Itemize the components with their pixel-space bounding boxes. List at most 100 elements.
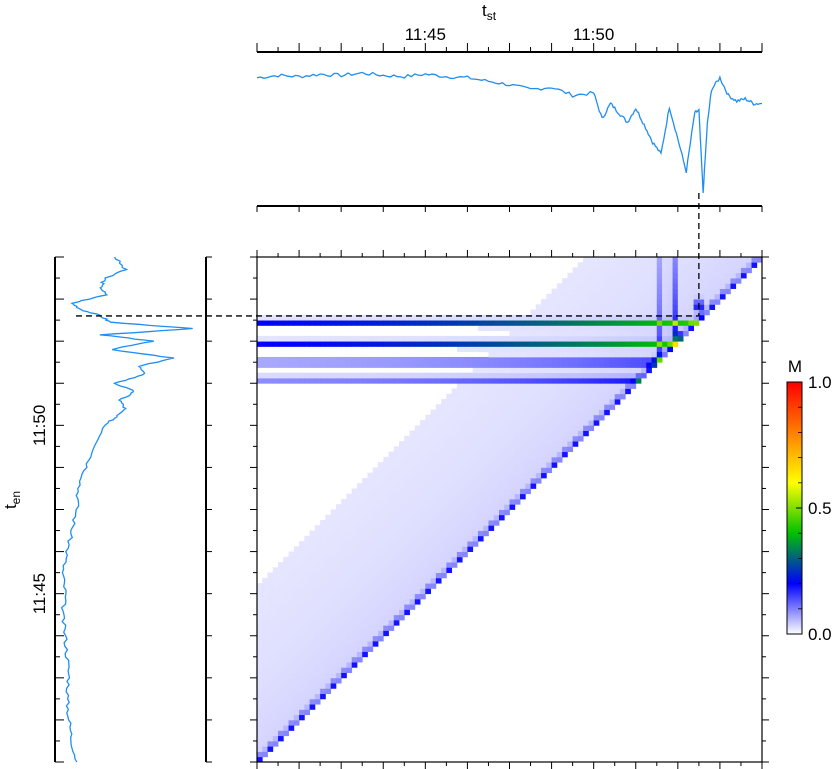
- heatmap-cell: [598, 272, 605, 279]
- heatmap-cell: [698, 293, 705, 300]
- heatmap-cell: [278, 735, 284, 742]
- heatmap-cell: [456, 435, 463, 442]
- heatmap-cell: [283, 593, 289, 600]
- heatmap-cell: [372, 362, 379, 368]
- heatmap-cell: [483, 451, 489, 458]
- heatmap-cell: [546, 372, 552, 379]
- heatmap-cell: [383, 583, 389, 589]
- heatmap-cell: [309, 530, 316, 537]
- heatmap-cell: [504, 483, 510, 489]
- heatmap-cell: [588, 362, 595, 368]
- heatmap-cell: [262, 577, 268, 584]
- heatmap-cell: [646, 314, 652, 321]
- heatmap-cell: [662, 330, 668, 337]
- heatmap-cell: [446, 399, 453, 405]
- heatmap-cell: [541, 383, 547, 389]
- heatmap-cell: [257, 698, 263, 705]
- heatmap-cell: [425, 572, 431, 579]
- heatmap-cell: [535, 351, 542, 358]
- heatmap-cell: [288, 688, 295, 695]
- heatmap-cell: [383, 314, 389, 321]
- heatmap-cell: [698, 278, 705, 284]
- heatmap-cell: [278, 356, 284, 363]
- heatmap-cell: [562, 377, 568, 384]
- heatmap-cell: [283, 667, 289, 673]
- heatmap-cell: [435, 320, 442, 326]
- heatmap-cell: [272, 593, 279, 600]
- heatmap-cell: [725, 262, 731, 268]
- heatmap-cell: [388, 488, 395, 495]
- heatmap-cell: [583, 320, 589, 326]
- heatmap-cell: [472, 535, 479, 542]
- heatmap-cell: [577, 383, 584, 389]
- heatmap-cell: [372, 372, 379, 379]
- heatmap-cell: [551, 325, 558, 332]
- heatmap-cell: [351, 662, 358, 668]
- heatmap-cell: [546, 393, 552, 400]
- heatmap-cell: [504, 341, 510, 347]
- heatmap-cell: [367, 635, 374, 642]
- heatmap-cell: [651, 272, 658, 279]
- heatmap-cell: [388, 583, 395, 589]
- heatmap-cell: [446, 462, 453, 468]
- heatmap-cell: [399, 567, 405, 574]
- heatmap-cell: [393, 588, 400, 595]
- heatmap-cell: [677, 335, 684, 342]
- heatmap-cell: [430, 509, 437, 516]
- heatmap-cell: [604, 393, 610, 400]
- heatmap-cell: [498, 456, 505, 463]
- heatmap-cell: [435, 509, 442, 516]
- heatmap-cell: [562, 299, 568, 305]
- heatmap-cell: [541, 304, 547, 310]
- heatmap-cell: [372, 541, 379, 547]
- heatmap-cell: [283, 588, 289, 595]
- heatmap-cell: [304, 651, 310, 658]
- heatmap-cell: [446, 562, 453, 568]
- heatmap-cell: [309, 704, 316, 710]
- heatmap-cell: [483, 341, 489, 347]
- heatmap-cell: [472, 514, 479, 521]
- heatmap-cell: [404, 483, 410, 489]
- left-tick-label: 11:45: [30, 573, 49, 614]
- heatmap-cell: [456, 520, 463, 526]
- heatmap-cell: [646, 356, 652, 363]
- heatmap-cell: [509, 462, 516, 468]
- heatmap-cell: [351, 551, 358, 558]
- heatmap-cell: [488, 404, 495, 410]
- heatmap-cell: [556, 441, 563, 447]
- heatmap-cell: [446, 493, 453, 500]
- heatmap-cell: [477, 456, 484, 463]
- heatmap-cell: [514, 493, 521, 500]
- heatmap-cell: [572, 388, 579, 395]
- heatmap-cell: [504, 404, 510, 410]
- heatmap-cell: [420, 356, 426, 363]
- heatmap-cell: [283, 725, 289, 731]
- heatmap-cell: [341, 656, 347, 663]
- heatmap-cell: [299, 709, 305, 716]
- heatmap-cell: [399, 493, 405, 500]
- heatmap-cell: [420, 493, 426, 500]
- heatmap-cell: [467, 530, 474, 537]
- heatmap-cell: [304, 704, 310, 710]
- heatmap-cell: [393, 598, 400, 605]
- heatmap-cell: [356, 614, 363, 621]
- heatmap-cell: [577, 335, 584, 342]
- heatmap-cell: [593, 388, 600, 395]
- heatmap-cell: [735, 262, 742, 268]
- heatmap-cell: [498, 498, 505, 505]
- heatmap-cell: [493, 377, 500, 384]
- heatmap-cell: [630, 377, 637, 384]
- heatmap-cell: [493, 498, 500, 505]
- heatmap-cell: [551, 372, 558, 379]
- heatmap-cell: [462, 335, 468, 342]
- heatmap-cell: [562, 320, 568, 326]
- heatmap-cell: [409, 467, 416, 474]
- heatmap-cell: [719, 262, 726, 268]
- heatmap-cell: [598, 414, 605, 421]
- heatmap-cell: [467, 320, 474, 326]
- heatmap-cell: [362, 362, 368, 368]
- heatmap-cell: [267, 377, 274, 384]
- heatmap-cell: [409, 314, 416, 321]
- heatmap-cell: [483, 325, 489, 332]
- heatmap-cell: [441, 520, 447, 526]
